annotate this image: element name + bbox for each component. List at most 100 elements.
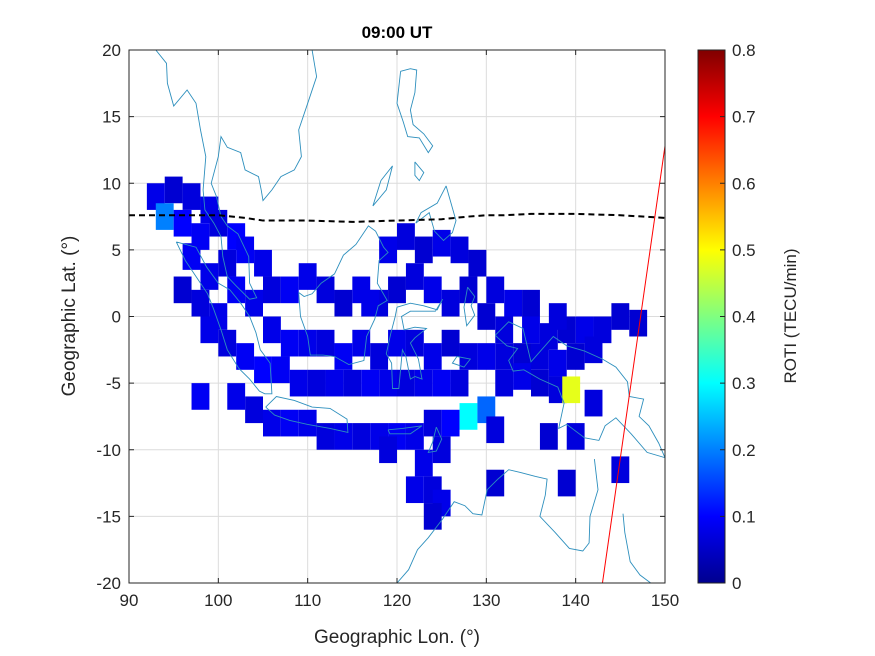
roti-cell <box>513 343 531 370</box>
roti-cell <box>522 316 540 344</box>
roti-cell <box>477 303 496 330</box>
roti-cell <box>388 276 406 304</box>
roti-cell <box>423 276 442 304</box>
roti-cell <box>245 289 263 317</box>
chart-title: 09:00 UT <box>362 23 433 42</box>
roti-cell <box>432 229 451 257</box>
roti-cell <box>486 416 505 444</box>
roti-cell <box>441 409 460 437</box>
roti-cell <box>486 469 505 497</box>
colorbar-tick-label: 0.1 <box>732 507 756 526</box>
roti-cell <box>405 263 424 290</box>
roti-cell <box>209 209 228 237</box>
roti-cell <box>236 343 255 370</box>
roti-cell <box>254 356 272 384</box>
roti-cell <box>227 276 246 304</box>
roti-cell <box>200 316 219 344</box>
roti-cell <box>450 236 469 264</box>
roti-cell <box>495 369 514 397</box>
roti-cell <box>227 383 246 410</box>
roti-cell <box>379 436 397 464</box>
roti-cell <box>191 383 210 410</box>
coastline <box>414 161 425 182</box>
roti-cells <box>146 176 648 530</box>
roti-cell <box>504 289 523 317</box>
roti-cell <box>477 343 496 370</box>
roti-cell <box>611 456 630 484</box>
roti-cell <box>334 423 353 450</box>
roti-cell <box>531 343 549 370</box>
roti-cell <box>629 309 648 337</box>
coastline <box>396 68 434 154</box>
roti-cell <box>397 223 415 250</box>
roti-cell <box>450 369 469 397</box>
roti-cell <box>459 403 478 430</box>
roti-cell <box>548 376 567 404</box>
colorbar-tick-label: 0.6 <box>732 174 756 193</box>
roti-cell <box>405 476 424 504</box>
x-tick-label: 150 <box>651 591 679 610</box>
roti-cell <box>611 303 630 330</box>
roti-cell <box>280 329 299 357</box>
roti-cell <box>414 449 433 477</box>
roti-cell <box>280 276 299 304</box>
roti-cell <box>441 329 460 357</box>
roti-cell <box>155 203 174 230</box>
roti-cell <box>263 316 281 344</box>
roti-cell <box>164 176 183 204</box>
colorbar-tick-label: 0.3 <box>732 374 756 393</box>
magnetic-equator-line <box>129 212 665 223</box>
roti-cell <box>173 276 192 304</box>
coastline <box>372 165 393 207</box>
y-tick-label: -15 <box>96 507 121 526</box>
x-tick-label: 120 <box>383 591 411 610</box>
y-tick-label: 5 <box>112 241 121 260</box>
x-tick-label: 130 <box>472 591 500 610</box>
roti-cell <box>370 343 389 370</box>
roti-cell <box>405 423 424 450</box>
roti-cell <box>557 469 576 497</box>
roti-cell <box>562 376 581 404</box>
roti-cell <box>271 356 290 384</box>
coastline <box>387 425 423 435</box>
roti-cell <box>200 263 219 290</box>
roti-cell <box>182 243 201 270</box>
coastline <box>451 356 472 368</box>
y-axis-ticks: -20 -15 -10 -5 0 5 10 15 20 <box>96 41 665 593</box>
roti-cell <box>441 289 460 317</box>
x-tick-label: 110 <box>294 591 321 610</box>
roti-cell <box>280 409 299 437</box>
roti-cell <box>566 423 585 450</box>
roti-cell <box>548 349 567 377</box>
roti-cell <box>334 343 353 370</box>
coastline <box>494 321 665 459</box>
x-axis-label: Geographic Lon. (°) <box>314 627 480 648</box>
roti-cell <box>316 329 335 357</box>
roti-cell <box>432 436 451 464</box>
roti-cell <box>361 289 380 317</box>
y-axis-label: Geographic Lat. (°) <box>59 236 80 397</box>
roti-cell <box>486 276 505 304</box>
red-line <box>601 145 665 583</box>
coastline <box>298 225 389 365</box>
coastline <box>385 298 444 389</box>
coastlines <box>155 50 665 583</box>
x-tick-label: 140 <box>561 591 589 610</box>
coastline <box>463 286 476 327</box>
x-tick-label: 100 <box>204 591 232 610</box>
roti-cell <box>218 329 237 357</box>
roti-cell <box>379 369 397 397</box>
roti-cell <box>298 409 317 437</box>
roti-cell <box>495 316 514 344</box>
roti-cell <box>539 423 558 450</box>
coastline <box>265 396 349 433</box>
roti-cell <box>584 336 603 364</box>
roti-cell <box>263 276 281 304</box>
roti-cell <box>388 329 406 357</box>
roti-cell <box>191 289 210 317</box>
colorbar-tick-label: 0.5 <box>732 241 756 260</box>
colorbar-ticks: 0 0.1 0.2 0.3 0.4 0.5 0.6 0.7 0.8 <box>720 41 756 593</box>
roti-cell <box>414 236 433 264</box>
roti-cell <box>405 329 424 357</box>
